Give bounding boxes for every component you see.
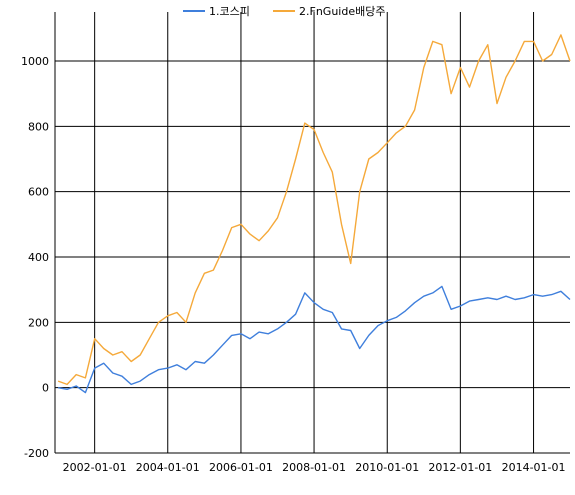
y-tick-label: 0	[42, 382, 49, 395]
x-tick-label: 2004-01-01	[136, 461, 200, 474]
x-tick-label: 2012-01-01	[428, 461, 492, 474]
y-tick-label: -200	[24, 447, 49, 460]
y-tick-label: 400	[28, 251, 49, 264]
y-tick-label: 800	[28, 120, 49, 133]
tick-labels: -200 0 200 400 600 800 1000 2002-01-01 2004-01-0…	[21, 55, 566, 474]
x-tick-label: 2014-01-01	[502, 461, 566, 474]
y-tick-label: 1000	[21, 55, 49, 68]
axes	[54, 12, 570, 454]
x-tick-label: 2008-01-01	[282, 461, 346, 474]
grid	[55, 12, 570, 454]
legend-label-2: 2.FnGuide배당주	[299, 5, 385, 18]
x-tick-label: 2002-01-01	[63, 461, 127, 474]
y-tick-label: 600	[28, 186, 49, 199]
series-group	[57, 34, 571, 394]
y-tick-label: 200	[28, 316, 49, 329]
series-line-2	[57, 34, 571, 386]
x-tick-label: 2006-01-01	[209, 461, 273, 474]
legend: 1.코스피 2.FnGuide배당주	[183, 5, 385, 18]
legend-label-1: 1.코스피	[209, 5, 250, 18]
series-line-1	[57, 285, 571, 394]
x-tick-label: 2010-01-01	[355, 461, 419, 474]
